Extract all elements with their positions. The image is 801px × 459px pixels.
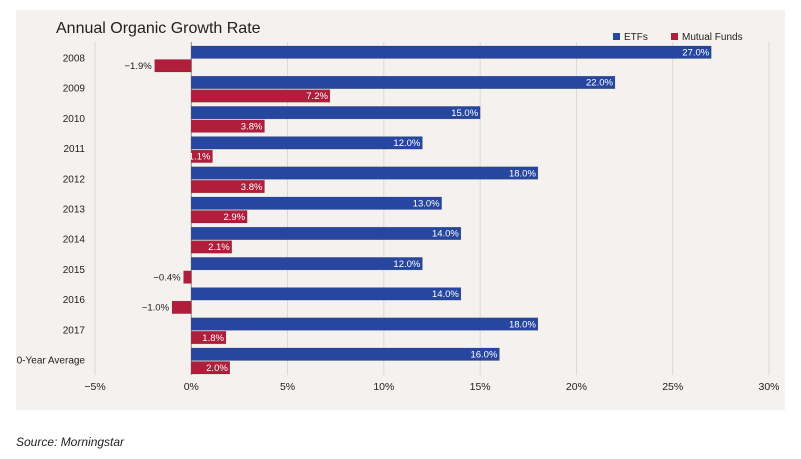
x-tick-label: 15% bbox=[470, 381, 491, 393]
etf-bar bbox=[191, 347, 500, 361]
data-label: 2.0% bbox=[206, 363, 228, 374]
mutual-fund-bar bbox=[191, 149, 213, 163]
legend-label: Mutual Funds bbox=[682, 32, 743, 43]
etf-bar bbox=[191, 75, 616, 89]
x-tick-label: 0% bbox=[184, 381, 199, 393]
data-label: −1.9% bbox=[124, 61, 152, 72]
category-label: 2017 bbox=[63, 325, 86, 336]
category-label: 2015 bbox=[63, 265, 86, 276]
x-tick-labels: −5% 0% 5% 10% 15% 20% 25% 30% bbox=[84, 381, 779, 393]
mutual-fund-bar bbox=[154, 59, 192, 73]
mutual-fund-bar bbox=[191, 119, 265, 133]
etf-bar bbox=[191, 166, 539, 180]
mutual-fund-bar bbox=[171, 300, 192, 314]
mutual-fund-bar bbox=[191, 331, 227, 345]
etf-bar bbox=[191, 287, 462, 301]
mutual-fund-bar bbox=[191, 180, 265, 194]
source-note: Source: Morningstar bbox=[16, 435, 125, 449]
legend-swatch-mutual-funds bbox=[671, 33, 678, 40]
legend-label: ETFs bbox=[624, 32, 648, 43]
x-tick-label: 30% bbox=[758, 381, 779, 393]
data-label: 14.0% bbox=[432, 229, 459, 240]
data-label: 3.8% bbox=[241, 182, 263, 193]
data-label: 1.1% bbox=[189, 152, 211, 163]
data-label: 7.2% bbox=[306, 91, 328, 102]
data-label: 2.1% bbox=[208, 242, 230, 253]
data-label: 14.0% bbox=[432, 289, 459, 300]
bars: 27.0% −1.9% 22.0% 7.2% 15.0% 3.8% 12.0% 1.1% 18.… bbox=[124, 45, 712, 375]
etf-bar bbox=[191, 106, 481, 120]
data-label: −1.0% bbox=[142, 303, 170, 314]
category-labels: 2008 2009 2010 2011 2012 2013 2014 2015 2016 2017… bbox=[16, 54, 85, 367]
data-label: 15.0% bbox=[451, 108, 478, 119]
data-label: 2.9% bbox=[223, 212, 245, 223]
data-label: −0.4% bbox=[153, 272, 181, 283]
mutual-fund-bar bbox=[191, 240, 232, 254]
data-label: 18.0% bbox=[509, 168, 536, 179]
data-label: 12.0% bbox=[393, 138, 420, 149]
data-label: 12.0% bbox=[393, 259, 420, 270]
category-label: 2011 bbox=[63, 144, 85, 155]
etf-bar bbox=[191, 317, 539, 331]
category-label: 2009 bbox=[63, 84, 86, 95]
data-label: 27.0% bbox=[682, 48, 709, 59]
etf-bar bbox=[191, 196, 442, 210]
x-tick-label: 20% bbox=[566, 381, 587, 393]
data-label: 13.0% bbox=[413, 199, 440, 210]
mutual-fund-bar bbox=[183, 270, 192, 284]
mutual-fund-bar bbox=[191, 89, 331, 103]
category-label: 2016 bbox=[63, 295, 86, 306]
chart-title: Annual Organic Growth Rate bbox=[56, 20, 261, 37]
x-tick-label: −5% bbox=[84, 381, 105, 393]
data-label: 22.0% bbox=[586, 78, 613, 89]
category-label: 2008 bbox=[63, 54, 86, 65]
x-tick-label: 25% bbox=[662, 381, 683, 393]
category-label: 10-Year Average bbox=[16, 356, 85, 367]
legend: ETFs Mutual Funds bbox=[613, 32, 743, 43]
etf-bar bbox=[191, 226, 462, 240]
data-label: 3.8% bbox=[241, 121, 263, 132]
mutual-fund-bar bbox=[191, 210, 248, 224]
chart: Annual Organic Growth Rate ETFs Mutual Fu… bbox=[16, 20, 780, 393]
x-tick-label: 5% bbox=[280, 381, 295, 393]
etf-bar bbox=[191, 257, 423, 271]
data-label: 1.8% bbox=[202, 333, 224, 344]
category-label: 2010 bbox=[63, 114, 86, 125]
category-label: 2014 bbox=[63, 235, 86, 246]
etf-bar bbox=[191, 45, 712, 59]
etf-bar bbox=[191, 136, 423, 150]
data-label: 18.0% bbox=[509, 319, 536, 330]
category-label: 2013 bbox=[63, 205, 86, 216]
mutual-fund-bar bbox=[191, 361, 231, 375]
category-label: 2012 bbox=[63, 174, 86, 185]
data-label: 16.0% bbox=[470, 350, 497, 361]
legend-swatch-etfs bbox=[613, 33, 620, 40]
x-tick-label: 10% bbox=[373, 381, 394, 393]
chart-panel: Annual Organic Growth Rate ETFs Mutual Fu… bbox=[16, 10, 785, 410]
